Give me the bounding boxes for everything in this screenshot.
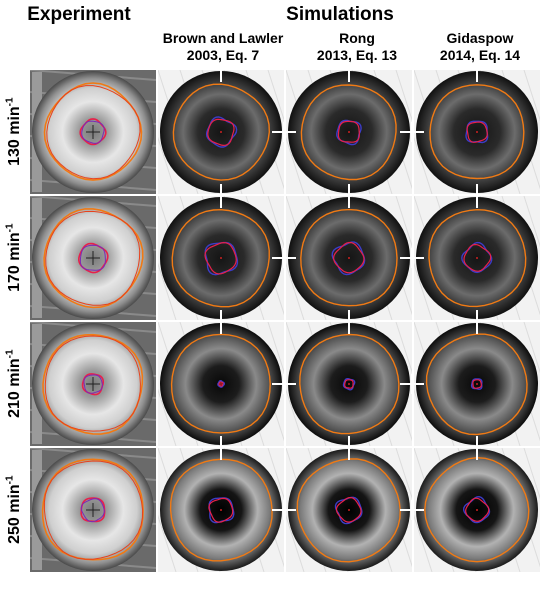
column-header-line1: Rong [339,30,375,46]
column-header-rong: Rong 2013, Eq. 13 [296,30,418,64]
column-header-line2: 2003, Eq. 7 [186,47,260,63]
simulation-image [286,322,412,446]
inner-contour-simulated [465,120,489,144]
experiment-photo [30,70,156,194]
simulation-image [414,196,540,320]
simulation-image [158,196,284,320]
inner-contour [208,497,234,523]
simulations-header: Simulations [286,4,394,25]
row-unit-exponent: -1 [4,475,16,485]
simulation-image [414,322,540,446]
simulation-image [286,448,412,572]
inner-contour-simulated [217,379,225,388]
inner-contour [472,379,482,389]
outer-contour [171,208,270,308]
row-label-130: 130 min-1 [0,70,28,194]
row-speed-text: 250 min [5,484,23,545]
inner-contour-simulated [470,378,483,390]
inner-contour [218,381,224,387]
row-label-250: 250 min-1 [0,448,28,572]
inner-contour [332,241,365,274]
column-header-line1: Gidaspow [446,30,514,46]
inner-contour [207,118,235,147]
simulation-image [414,70,540,194]
simulation-image [158,448,284,572]
row-unit-exponent: -1 [4,223,16,233]
experiment-header: Experiment [27,4,131,25]
outer-contour [41,458,144,561]
outer-contour [169,458,273,562]
simulation-image [286,70,412,194]
simulation-image [286,196,412,320]
outer-contour [42,333,144,435]
row-unit-exponent: -1 [4,97,16,107]
simulation-image [158,70,284,194]
inner-contour-simulated [462,495,491,524]
outer-contour [300,84,397,181]
experiment-photo [30,196,156,320]
column-header-line1: Brown and Lawler [162,30,284,46]
outer-contour [296,458,401,563]
inner-contour [337,120,360,143]
outer-contour [170,333,271,434]
column-header-gidaspow: Gidaspow 2014, Eq. 14 [410,30,550,64]
inner-contour [335,497,362,523]
inner-contour [465,497,490,522]
outer-contour [424,456,530,563]
outer-contour [425,333,528,436]
simulation-image [158,322,284,446]
row-label-210: 210 min-1 [0,322,28,446]
row-unit-exponent: -1 [4,349,16,359]
inner-contour [204,241,237,275]
inner-contour [463,243,492,272]
outer-contour [429,84,525,180]
row-speed-text: 130 min [5,106,23,167]
experiment-photo [30,322,156,446]
column-header-brown-lawler: Brown and Lawler 2003, Eq. 7 [148,30,298,64]
outer-contour [428,208,527,308]
row-label-170: 170 min-1 [0,196,28,320]
inner-contour-simulated [461,241,493,274]
outer-contour [299,333,400,435]
column-header-line2: 2013, Eq. 13 [316,47,398,63]
inner-contour [466,121,488,143]
outer-contour [172,83,271,181]
outer-contour [43,82,143,181]
row-speed-text: 170 min [5,232,23,293]
outer-contour [300,208,398,307]
experiment-photo [30,448,156,572]
inner-contour [81,373,104,396]
column-header-line2: 2014, Eq. 14 [439,47,521,63]
row-speed-text: 210 min [5,358,23,419]
inner-contour [344,379,354,389]
simulation-image [414,448,540,572]
